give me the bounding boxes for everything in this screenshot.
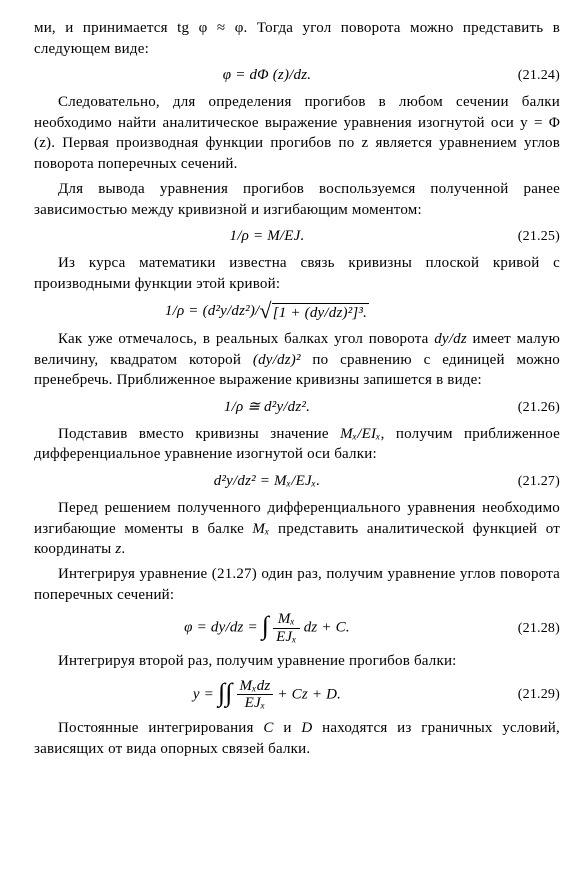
equation-21-29: y = ∫∫ MₓdzEJₓ + Cz + D. (21.29) [34,678,560,712]
equation-21-28: φ = dy/dz = ∫ MₓEJₓ dz + C. (21.28) [34,611,560,645]
para-5: Как уже отмечалось, в реальных балках уг… [34,329,560,391]
para-9: Интегрируя второй раз, получим уравнение… [34,651,560,672]
para-7: Перед решением полученного дифференциаль… [34,498,560,560]
equation-root: 1/ρ = (d²y/dz²)/√[1 + (dy/dz)²]³. [34,300,560,323]
eq-body: φ = dΦ (z)/dz. [34,65,500,86]
eq-number: (21.28) [500,619,560,638]
para-3: Для вывода уравнения прогибов воспользуе… [34,179,560,220]
para-4: Из курса математики известна связь криви… [34,253,560,294]
eq-number: (21.25) [500,227,560,246]
para-2: Следовательно, для определения прогибов … [34,92,560,175]
para-1: ми, и принимается tg φ ≈ φ. Тогда угол п… [34,18,560,59]
para-8: Интегрируя уравнение (21.27) один раз, п… [34,564,560,605]
para-10: Постоянные интегрирования C и D находятс… [34,718,560,759]
equation-21-27: d²y/dz² = Mₓ/EJₓ. (21.27) [34,471,560,492]
eq-number: (21.26) [500,398,560,417]
equation-21-25: 1/ρ = M/EJ. (21.25) [34,226,560,247]
eq-body: y = ∫∫ MₓdzEJₓ + Cz + D. [34,678,500,712]
eq-body: 1/ρ = M/EJ. [34,226,500,247]
eq-number: (21.29) [500,685,560,704]
eq-number: (21.27) [500,472,560,491]
equation-21-24: φ = dΦ (z)/dz. (21.24) [34,65,560,86]
eq-body: 1/ρ = (d²y/dz²)/√[1 + (dy/dz)²]³. [34,300,500,323]
eq-body: d²y/dz² = Mₓ/EJₓ. [34,471,500,492]
eq-body: 1/ρ ≅ d²y/dz². [34,397,500,418]
para-6: Подставив вместо кривизны значение Mₓ/EI… [34,424,560,465]
equation-21-26: 1/ρ ≅ d²y/dz². (21.26) [34,397,560,418]
eq-number: (21.24) [500,66,560,85]
eq-body: φ = dy/dz = ∫ MₓEJₓ dz + C. [34,611,500,645]
